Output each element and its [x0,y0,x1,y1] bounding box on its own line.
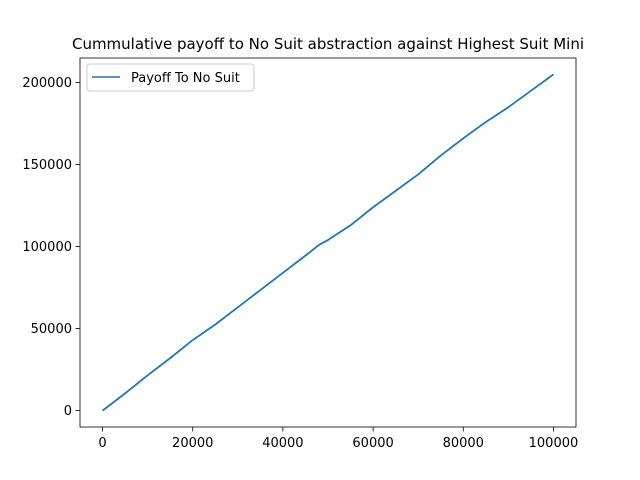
y-tick-label: 150000 [22,158,72,173]
x-tick-label: 40000 [262,436,303,451]
legend: Payoff To No Suit [86,63,255,92]
x-tick-label: 0 [98,436,106,451]
x-tick-label: 20000 [172,436,213,451]
axes-frame [79,57,577,428]
x-tick-label: 100000 [529,436,579,451]
chart-title: Cummulative payoff to No Suit abstractio… [72,35,584,53]
y-tick-label: 100000 [22,240,72,255]
x-tick-label: 60000 [352,436,393,451]
plot-area [102,73,554,412]
y-tick-label: 50000 [31,322,72,337]
series-line-0 [102,73,554,412]
x-tick-label: 80000 [443,436,484,451]
legend-label-payoff-to-no-suit: Payoff To No Suit [131,71,240,86]
legend-box [86,63,255,92]
axes: 0 20000 40000 60000 80000 100000 0 50000 100000 1… [22,57,579,451]
y-tick-label: 200000 [22,76,72,91]
y-tick-label: 0 [64,404,72,419]
